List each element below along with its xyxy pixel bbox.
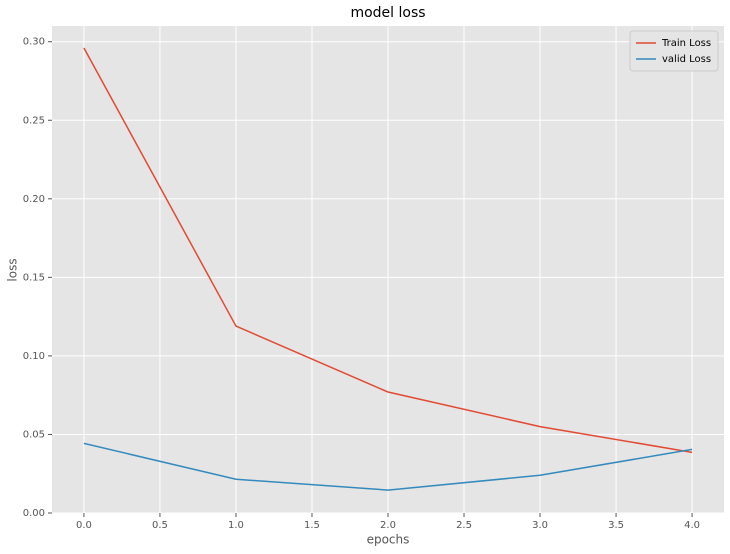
x-tick-label: 3.0 <box>532 520 548 531</box>
x-tick-label: 1.0 <box>228 520 244 531</box>
x-tick-label: 2.5 <box>456 520 472 531</box>
y-tick-label: 0.30 <box>23 37 45 48</box>
x-tick-label: 1.5 <box>304 520 320 531</box>
y-tick-label: 0.10 <box>23 351 45 362</box>
legend-label: Train Loss <box>661 38 711 49</box>
y-tick-label: 0.00 <box>23 508 45 519</box>
chart-title: model loss <box>350 5 425 21</box>
y-tick-label: 0.20 <box>23 194 45 205</box>
legend-box <box>629 30 719 72</box>
y-tick-label: 0.05 <box>23 429 45 440</box>
x-tick-label: 4.0 <box>684 520 700 531</box>
y-tick-label: 0.15 <box>23 272 45 283</box>
y-tick-label: 0.25 <box>23 115 45 126</box>
series-line <box>83 47 693 454</box>
series-line <box>83 442 693 491</box>
x-tick-label: 0.0 <box>76 520 92 531</box>
x-tick-label: 0.5 <box>152 520 168 531</box>
x-tick-label: 3.5 <box>608 520 624 531</box>
legend-label: valid Loss <box>662 54 711 65</box>
x-tick-label: 2.0 <box>380 520 396 531</box>
y-axis-label: loss <box>6 258 20 281</box>
x-axis-label: epochs <box>367 533 410 547</box>
